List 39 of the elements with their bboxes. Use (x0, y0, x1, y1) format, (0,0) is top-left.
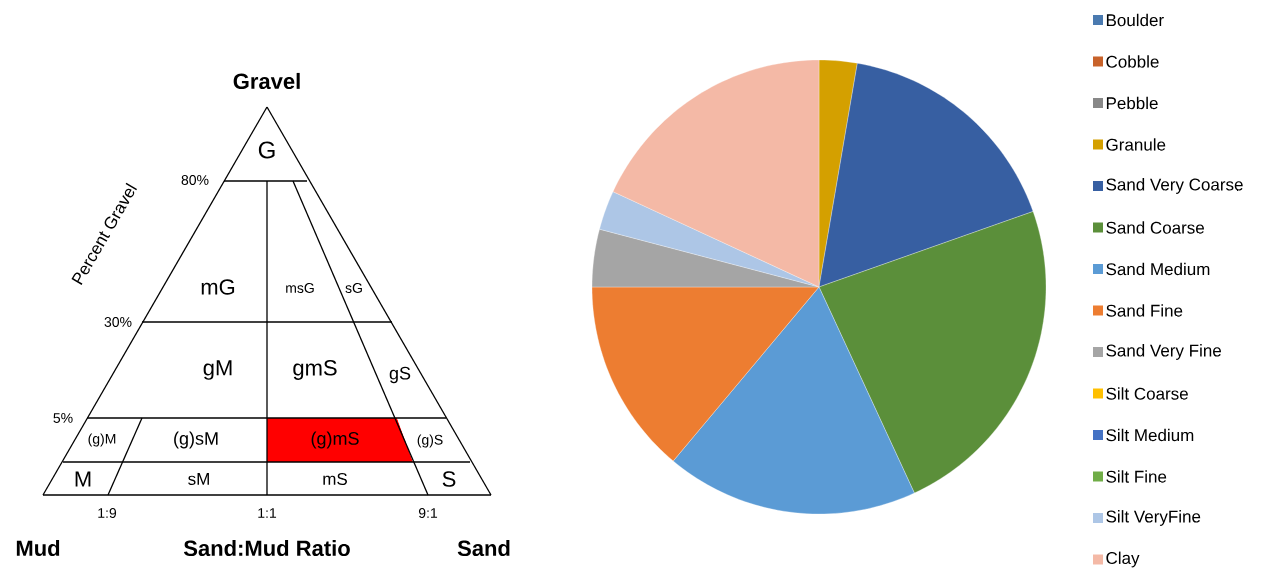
category-label: S (442, 471, 456, 487)
text: Sand (457, 539, 510, 557)
legend-label: Sand Medium (1106, 262, 1210, 276)
category-label: M (75, 471, 91, 487)
text: Gravel (233, 72, 300, 90)
category-label: msG (286, 283, 314, 293)
category-label: (g)sM (174, 431, 218, 449)
category-label: (g)M (88, 433, 116, 447)
text: 5% (53, 413, 73, 423)
category-label: mS (323, 472, 347, 486)
legend-label: Cobble (1106, 55, 1159, 68)
category-label: sG (345, 283, 362, 293)
legend-label: Pebble (1106, 96, 1158, 110)
category-label: gM (203, 360, 232, 380)
legend-label: Silt VeryFine (1106, 510, 1201, 526)
text: 1:1 (258, 508, 277, 518)
legend-label: Sand Very Coarse (1106, 178, 1243, 194)
category-label: gS (389, 366, 411, 384)
text: 1:9 (98, 508, 117, 518)
legend-label: Granule (1106, 138, 1166, 151)
category-label: G (258, 141, 275, 159)
category-label: (g)S (417, 434, 443, 448)
text: Mud (16, 539, 60, 557)
text: Sand:Mud Ratio (183, 539, 350, 557)
text: 9:1 (418, 508, 438, 518)
legend-label: Sand Very Fine (1106, 344, 1221, 360)
legend-label: Silt Medium (1106, 428, 1194, 442)
legend-label: Clay (1106, 551, 1140, 568)
legend-label: Silt Coarse (1106, 387, 1188, 400)
text: 80% (181, 175, 209, 185)
legend-label: Sand Coarse (1106, 221, 1204, 234)
legend-label: Silt Fine (1106, 470, 1167, 483)
text: 30% (104, 317, 132, 327)
legend-label: Boulder (1106, 13, 1164, 27)
legend-label: Sand Fine (1106, 304, 1183, 317)
category-label: mG (201, 279, 235, 295)
category-label: (g)mS (311, 431, 359, 449)
category-label: sM (188, 473, 209, 485)
category-label: gmS (293, 360, 337, 380)
